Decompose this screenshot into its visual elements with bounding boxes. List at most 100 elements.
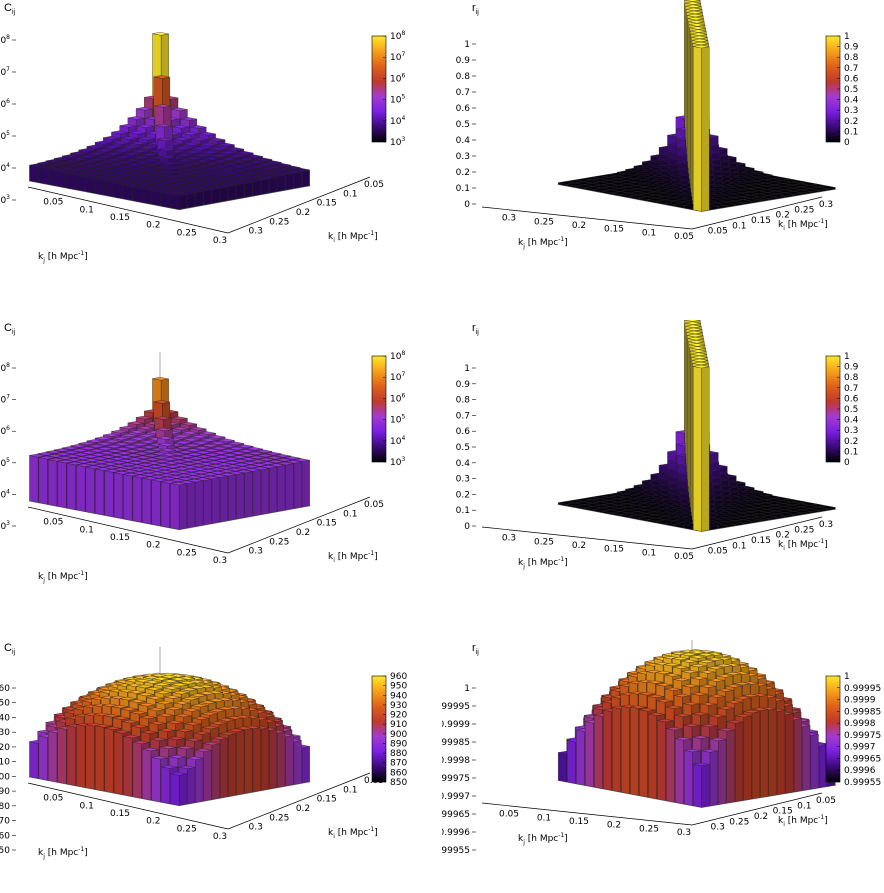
y-tick-label: 0.1 [797,801,811,811]
bar-top [672,665,689,669]
bar-top [656,699,673,703]
bar-top [686,10,703,15]
colorbar-label: 0.1 [844,447,858,457]
bar-top [200,179,218,184]
colorbar-label: 1 [844,32,850,42]
z-tick-label: 910 [0,758,10,768]
bar-top [151,478,168,482]
bar-top [186,756,204,760]
bar-top [177,159,194,163]
bar-top [735,519,752,523]
bar-top [760,515,777,519]
bar-top [153,400,170,404]
bar-top [243,175,260,179]
bar-top [602,506,619,510]
bar-top [663,662,680,667]
bar-top [648,198,665,202]
bar-top [211,154,228,158]
bar-top [104,439,121,444]
bar-top [293,168,310,172]
bar-top [186,452,203,457]
bar-top [164,174,181,179]
bar-top [683,723,700,727]
bar-top [112,467,130,472]
bar-top [161,190,178,195]
bar-top [183,142,200,146]
bar-top [709,519,726,523]
bar-top [692,41,709,46]
bar-top [620,506,637,511]
bar-top [793,506,810,510]
z-tick-label: 0.4 [456,459,471,469]
bar-top [124,158,141,162]
bar-top [656,683,673,687]
bar-top [216,697,233,701]
bar-side [203,750,212,802]
colorbar-label: 870 [390,759,407,769]
y-tick-label: 0.1 [343,189,357,199]
bar-top [600,174,617,178]
bar-top [267,459,284,464]
bar-side [726,729,735,804]
bar-top [693,762,710,766]
bar-top [94,463,111,468]
bar-top [64,164,81,168]
chart-panel-1: Cij 1031041051061071080.050.10.150.20.25… [0,0,442,297]
bar-top [725,510,742,514]
bar-top [195,477,212,481]
bar-top [210,181,227,185]
bar-top [185,448,202,452]
bar-side [301,169,310,188]
bar-top [137,692,154,697]
bar-top [593,504,610,509]
bar-top [56,456,73,460]
bar-top [717,518,734,522]
bar-side [132,186,142,203]
colorbar-label: 0.6 [844,394,859,404]
bar-top [740,497,757,502]
bar-top [95,467,112,471]
bar-top [685,324,702,328]
surface-plot-correlation-linear: 0.999550.99960.999650.99970.999750.99980… [442,640,881,856]
bar-top [180,172,198,176]
x-axis-label: kj [h Mpc-1] [518,236,568,250]
bar-top [277,171,294,176]
bar-side [558,752,567,783]
bar-top [602,183,619,187]
bar-top [142,158,159,162]
bar-top [111,130,128,135]
bar-top [620,189,637,194]
bar-side [793,718,802,793]
z-tick-label: 0.99975 [442,774,470,784]
bars-group [29,672,310,806]
bar-side [301,746,310,784]
bar-side [151,190,161,207]
z-tick-label: 0.99955 [442,846,470,856]
bar-top [199,700,216,704]
y-tick-label: 0.15 [317,795,337,805]
y-tick-label: 0.3 [819,200,833,210]
bar-top [137,173,154,177]
bar-top [638,513,655,517]
bar-top [174,440,192,445]
x-tick-label: 0.1 [80,205,94,215]
bar-top [206,170,223,175]
bar-top [217,706,234,711]
bar-side [228,185,237,201]
bar-top [743,518,760,522]
bar-top [724,187,741,191]
bar-top [157,436,174,440]
bar-top [725,672,742,676]
bar-side [684,750,693,806]
bar-top [683,702,700,706]
bar-top [132,447,149,451]
bar-top [157,180,174,185]
bar-top [202,472,219,476]
bar-side [76,175,86,192]
bar-top [84,462,101,466]
y-tick-label: 0.15 [317,519,337,529]
bar-top [674,713,691,717]
bar-top [88,151,105,156]
bar-top [751,693,768,697]
bar-top [178,765,195,769]
